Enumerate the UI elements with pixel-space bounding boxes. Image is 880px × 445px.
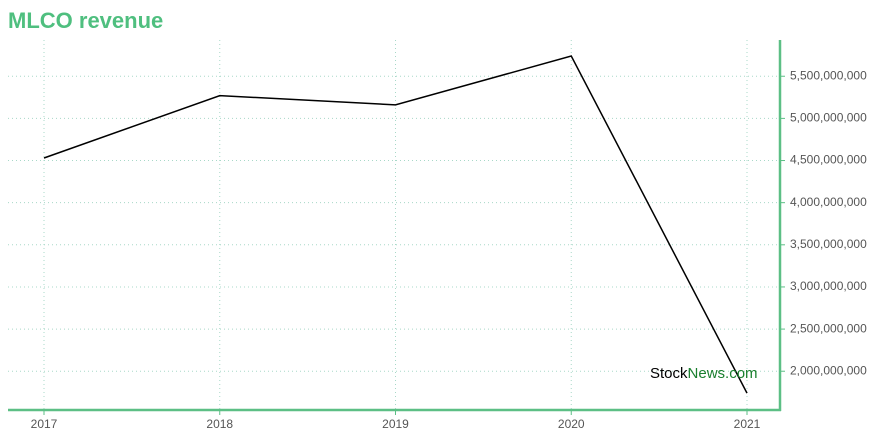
- y-tick-label: 4,500,000,000: [790, 153, 867, 167]
- y-tick-label: 2,500,000,000: [790, 321, 867, 335]
- x-tick-label: 2017: [31, 417, 58, 431]
- x-tick-label: 2020: [558, 417, 585, 431]
- y-tick-label: 5,500,000,000: [790, 68, 867, 82]
- watermark-part: Stock: [650, 365, 688, 382]
- y-tick-label: 5,000,000,000: [790, 111, 867, 125]
- x-tick-label: 2018: [206, 417, 233, 431]
- x-tick-label: 2019: [382, 417, 409, 431]
- x-tick-label: 2021: [734, 417, 761, 431]
- chart-title: MLCO revenue: [8, 8, 163, 33]
- watermark-part: News.com: [688, 365, 758, 382]
- line-series: [43, 55, 748, 394]
- watermark: StockNews.com: [650, 365, 758, 382]
- y-tick-label: 3,000,000,000: [790, 279, 867, 293]
- y-tick-label: 2,000,000,000: [790, 363, 867, 377]
- y-tick-label: 4,000,000,000: [790, 195, 867, 209]
- y-tick-label: 3,500,000,000: [790, 237, 867, 251]
